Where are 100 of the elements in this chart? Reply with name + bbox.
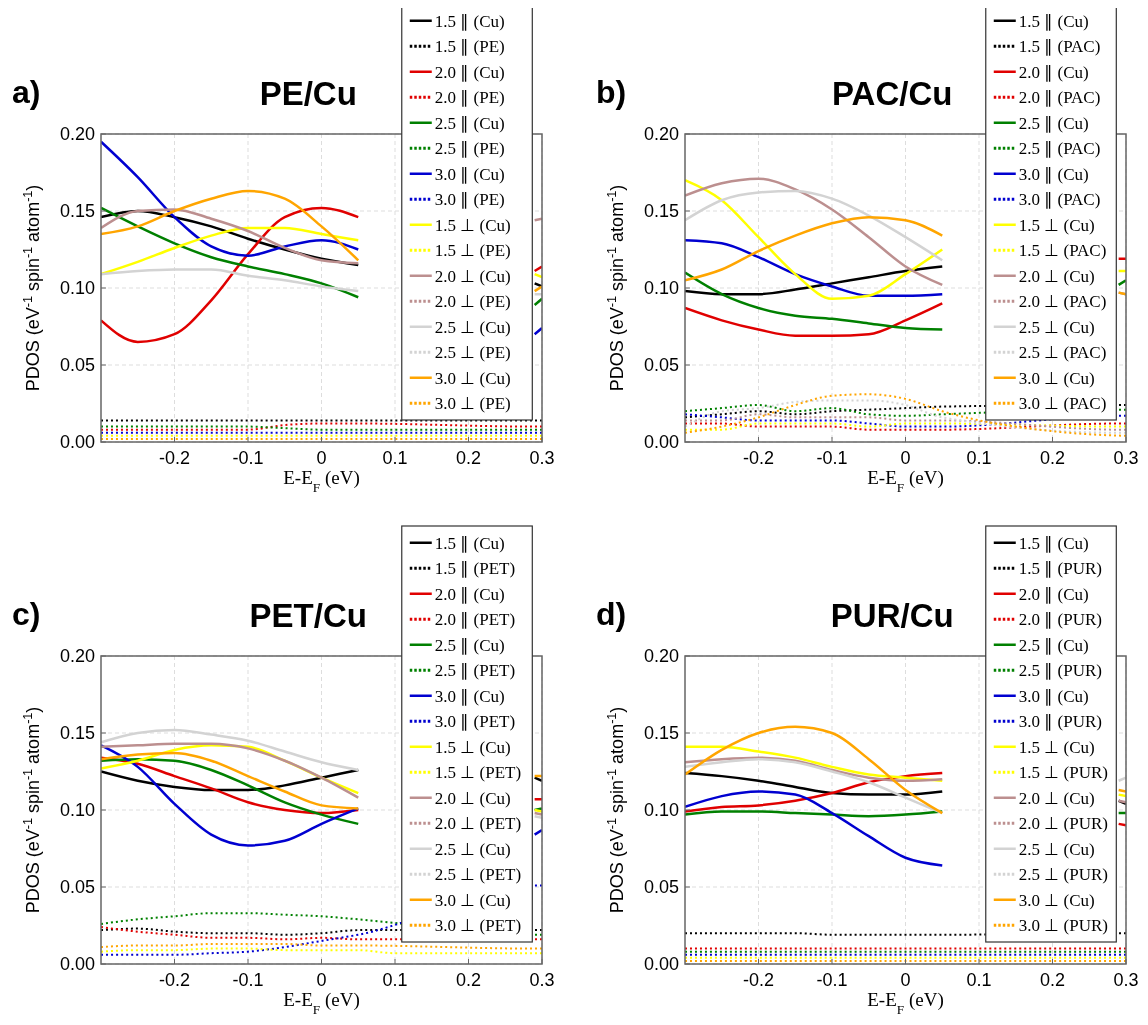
- x-tick-label: -0.1: [232, 448, 264, 468]
- y-tick-label: 0.10: [59, 278, 95, 299]
- legend-label: 2.0 ⊥ (Cu): [434, 266, 511, 286]
- x-tick-label: 0.3: [529, 448, 555, 468]
- legend-label: 2.0 ⊥ (Cu): [434, 788, 511, 808]
- legend-label: 1.5 ∥ (Cu): [1018, 11, 1089, 31]
- x-tick-label: 0.1: [382, 970, 408, 990]
- legend-label: 3.0 ⊥ (PUR): [1018, 916, 1108, 936]
- x-tick-label: 0.2: [455, 970, 482, 990]
- x-tick-label: 0.1: [382, 448, 408, 468]
- legend-label: 1.5 ⊥ (Cu): [434, 737, 511, 757]
- legend-label: 2.5 ∥ (PE): [434, 139, 505, 159]
- legend-label: 1.5 ∥ (PE): [434, 37, 505, 57]
- legend-label: 2.0 ∥ (PE): [434, 88, 505, 108]
- legend-label: 3.0 ⊥ (Cu): [1018, 890, 1095, 910]
- legend-label: 2.0 ∥ (PAC): [1018, 88, 1101, 108]
- y-tick-label: 0.00: [643, 954, 679, 975]
- legend-label: 2.5 ∥ (PAC): [1018, 139, 1101, 159]
- legend-label: 1.5 ∥ (Cu): [434, 11, 505, 31]
- legend-label: 1.5 ∥ (Cu): [1018, 533, 1089, 553]
- legend-label: 1.5 ⊥ (PET): [434, 763, 522, 783]
- y-tick-label: 0.20: [59, 124, 95, 145]
- legend-label: 1.5 ∥ (PUR): [1018, 559, 1102, 579]
- legend-label: 2.5 ∥ (Cu): [1018, 635, 1089, 655]
- y-tick-label: 0.05: [643, 355, 679, 376]
- x-tick-label: 0.1: [966, 970, 992, 990]
- legend-label: 3.0 ⊥ (PET): [434, 916, 522, 936]
- legend-label: 3.0 ∥ (PUR): [1018, 712, 1102, 732]
- legend-label: 2.5 ∥ (Cu): [1018, 113, 1089, 133]
- text: d): [596, 596, 627, 632]
- x-tick-label: 0.3: [529, 970, 555, 990]
- text: a): [12, 74, 41, 110]
- legend-label: 1.5 ⊥ (Cu): [1018, 215, 1095, 235]
- legend-label: 3.0 ⊥ (Cu): [434, 368, 511, 388]
- legend-label: 2.5 ∥ (Cu): [434, 113, 505, 133]
- x-tick-label: -0.2: [158, 448, 191, 468]
- x-tick-label: 0.2: [1039, 970, 1066, 990]
- text: b): [596, 74, 627, 110]
- legend-label: 3.0 ∥ (PE): [434, 190, 505, 210]
- legend-label: 2.5 ⊥ (Cu): [1018, 317, 1095, 337]
- y-tick-label: 0.20: [643, 124, 679, 145]
- y-tick-label: 0.15: [59, 723, 95, 744]
- x-tick-label: 0.2: [455, 448, 482, 468]
- x-tick-label: -0.2: [158, 970, 191, 990]
- x-tick-label: 0.2: [1039, 448, 1066, 468]
- x-tick-label: 0: [900, 970, 911, 990]
- legend-label: 2.5 ∥ (PUR): [1018, 661, 1102, 681]
- legend-label: 2.5 ⊥ (PET): [434, 865, 522, 885]
- legend-label: 2.0 ⊥ (PUR): [1018, 814, 1108, 834]
- x-tick-label: -0.1: [232, 970, 264, 990]
- x-axis-title: E-E$_{F}$ (eV): [283, 989, 360, 1017]
- x-tick-label: 0: [900, 448, 911, 468]
- legend-label: 1.5 ∥ (Cu): [434, 533, 505, 553]
- legend-label: 2.0 ∥ (Cu): [1018, 62, 1089, 82]
- legend-label: 2.0 ∥ (Cu): [1018, 584, 1089, 604]
- y-tick-label: 0.05: [643, 877, 679, 898]
- y-tick-label: 0.10: [643, 278, 679, 299]
- line-series: [685, 239, 944, 297]
- line-series: [685, 790, 944, 867]
- line-series: [101, 422, 542, 431]
- y-tick-label: 0.00: [59, 432, 95, 453]
- legend-label: 3.0 ∥ (PAC): [1018, 190, 1101, 210]
- legend-label: 2.0 ⊥ (Cu): [1018, 266, 1095, 286]
- legend-label: 2.0 ⊥ (PAC): [1018, 292, 1107, 312]
- legend-label: 2.0 ∥ (PET): [434, 610, 516, 630]
- legend-label: 3.0 ∥ (Cu): [434, 686, 505, 706]
- legend-label: 3.0 ⊥ (PAC): [1018, 394, 1107, 414]
- x-axis-title: E-E$_{F}$ (eV): [867, 989, 944, 1017]
- x-tick-label: -0.2: [742, 448, 775, 468]
- legend-label: 3.0 ∥ (Cu): [1018, 686, 1089, 706]
- legend-label: 1.5 ⊥ (Cu): [434, 215, 511, 235]
- y-tick-label: 0.20: [59, 646, 95, 667]
- legend-label: 1.5 ⊥ (PAC): [1018, 241, 1107, 261]
- x-tick-label: 0: [316, 448, 327, 468]
- legend-label: 2.5 ⊥ (PUR): [1018, 865, 1108, 885]
- legend-label: 2.5 ⊥ (PAC): [1018, 343, 1107, 363]
- y-tick-label: 0.00: [643, 432, 679, 453]
- chart-title: PAC/Cu: [832, 75, 953, 112]
- y-tick-label: 0.15: [643, 201, 679, 222]
- legend-label: 1.5 ∥ (PAC): [1018, 37, 1101, 57]
- chart-title: PET/Cu: [249, 597, 367, 634]
- legend-label: 1.5 ⊥ (Cu): [1018, 737, 1095, 757]
- legend-label: 3.0 ∥ (Cu): [434, 164, 505, 184]
- legend-label: 3.0 ⊥ (Cu): [434, 890, 511, 910]
- legend-label: 3.0 ∥ (Cu): [1018, 164, 1089, 184]
- legend-label: 1.5 ⊥ (PE): [434, 241, 511, 261]
- y-tick-label: 0.10: [59, 800, 95, 821]
- chart-title: PE/Cu: [259, 75, 357, 112]
- legend-label: 2.5 ∥ (PET): [434, 661, 516, 681]
- x-tick-label: 0.3: [1113, 448, 1139, 468]
- x-tick-label: 0.1: [966, 448, 992, 468]
- legend-label: 2.0 ∥ (Cu): [434, 62, 505, 82]
- y-tick-label: 0.05: [59, 877, 95, 898]
- x-tick-label: -0.1: [816, 448, 848, 468]
- x-tick-label: 0: [316, 970, 327, 990]
- x-tick-label: 0.3: [1113, 970, 1139, 990]
- legend-label: 2.5 ⊥ (PE): [434, 343, 511, 363]
- text: c): [12, 596, 41, 632]
- y-tick-label: 0.15: [59, 201, 95, 222]
- legend-label: 2.5 ⊥ (Cu): [434, 317, 511, 337]
